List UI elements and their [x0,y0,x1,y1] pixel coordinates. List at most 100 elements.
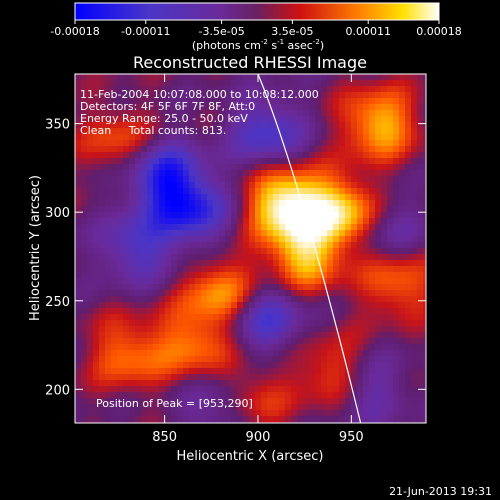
heatmap-cell [87,416,93,422]
heatmap-cell [369,242,375,248]
heatmap-cell [147,386,153,392]
heatmap-cell [411,236,417,242]
heatmap-cell [171,116,177,122]
heatmap-cell [99,344,105,350]
heatmap-cell [117,122,123,128]
heatmap-cell [177,320,183,326]
heatmap-cell [237,146,243,152]
heatmap-cell [207,290,213,296]
heatmap-cell [297,278,303,284]
heatmap-cell [135,194,141,200]
heatmap-cell [75,356,81,362]
heatmap-cell [147,362,153,368]
heatmap-cell [129,128,135,134]
heatmap-cell [93,182,99,188]
heatmap-cell [363,272,369,278]
heatmap-cell [123,380,129,386]
heatmap-cell [357,230,363,236]
heatmap-cell [153,398,159,404]
heatmap-cell [291,314,297,320]
heatmap-cell [393,194,399,200]
heatmap-cell [165,230,171,236]
heatmap-cell [111,260,117,266]
heatmap-cell [87,200,93,206]
heatmap-cell [177,410,183,416]
heatmap-cell [147,98,153,104]
heatmap-cell [321,260,327,266]
heatmap-cell [327,206,333,212]
heatmap-cell [195,374,201,380]
heatmap-cell [423,110,426,116]
heatmap-cell [141,392,147,398]
heatmap-cell [123,80,129,86]
heatmap-cell [321,152,327,158]
heatmap-cell [159,320,165,326]
heatmap-cell [213,344,219,350]
heatmap-cell [117,164,123,170]
heatmap-cell [147,392,153,398]
heatmap-cell [123,74,129,80]
heatmap-cell [213,416,219,422]
heatmap-cell [399,386,405,392]
heatmap-cell [201,386,207,392]
heatmap-cell [231,176,237,182]
heatmap-cell [261,260,267,266]
heatmap-cell [393,176,399,182]
heatmap-cell [195,164,201,170]
heatmap-cell [303,104,309,110]
heatmap-cell [207,362,213,368]
heatmap-cell [171,134,177,140]
heatmap-cell [405,302,411,308]
heatmap-cell [315,236,321,242]
heatmap-cell [105,176,111,182]
heatmap-cell [135,122,141,128]
heatmap-cell [303,218,309,224]
heatmap-cell [219,116,225,122]
heatmap-cell [219,284,225,290]
heatmap-cell [273,200,279,206]
heatmap-cell [291,80,297,86]
heatmap-cell [417,302,423,308]
heatmap-cell [159,164,165,170]
heatmap-cell [129,398,135,404]
heatmap-cell [123,308,129,314]
heatmap-cell [369,92,375,98]
heatmap-cell [351,128,357,134]
heatmap-cell [363,302,369,308]
heatmap-cell [243,110,249,116]
heatmap-cell [249,308,255,314]
heatmap-cell [147,332,153,338]
heatmap-cell [75,398,81,404]
heatmap-cell [405,284,411,290]
heatmap-cell [201,188,207,194]
heatmap-cell [75,242,81,248]
heatmap-cell [81,398,87,404]
heatmap-cell [93,392,99,398]
heatmap-cell [135,254,141,260]
heatmap-cell [345,110,351,116]
heatmap-cell [99,206,105,212]
heatmap-cell [87,326,93,332]
heatmap-cell [117,170,123,176]
heatmap-cell [321,224,327,230]
heatmap-cell [345,272,351,278]
heatmap-cell [273,74,279,80]
heatmap-cell [375,416,381,422]
heatmap-cell [405,98,411,104]
heatmap-cell [315,296,321,302]
heatmap-cell [201,362,207,368]
heatmap-cell [207,140,213,146]
heatmap-cell [273,188,279,194]
heatmap-cell [369,164,375,170]
heatmap-cell [213,236,219,242]
heatmap-cell [309,248,315,254]
heatmap-cell [309,386,315,392]
heatmap-cell [147,74,153,80]
heatmap-cell [279,344,285,350]
heatmap-cell [99,176,105,182]
heatmap-cell [375,110,381,116]
heatmap-cell [129,182,135,188]
heatmap-cell [333,368,339,374]
heatmap-cell [369,374,375,380]
heatmap-cell [141,110,147,116]
